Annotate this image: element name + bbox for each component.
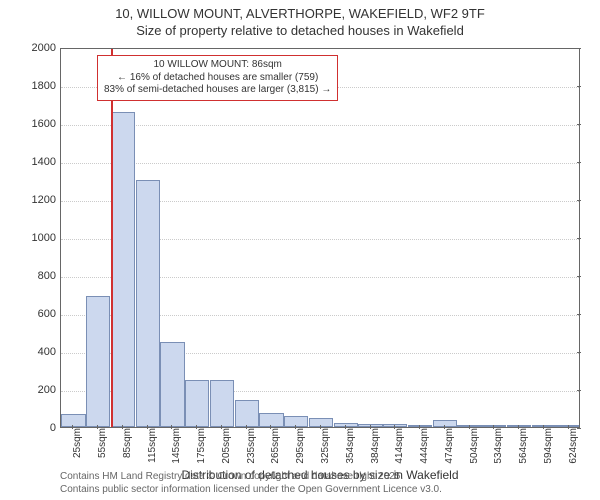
x-tick-label: 474sqm [442, 428, 455, 464]
x-tick-mark [147, 425, 148, 429]
x-tick-mark [518, 425, 519, 429]
x-tick-label: 534sqm [491, 428, 504, 464]
x-tick-label: 175sqm [194, 428, 207, 464]
x-tick-label: 265sqm [268, 428, 281, 464]
x-tick-mark [493, 425, 494, 429]
x-tick-mark [246, 425, 247, 429]
x-tick-mark [72, 425, 73, 429]
y-tick-mark [577, 314, 581, 315]
y-tick-label: 2000 [32, 42, 60, 54]
plot-wrap: Number of detached properties 10 WILLOW … [60, 48, 580, 428]
x-tick-label: 25sqm [70, 428, 83, 458]
credits-block: Contains HM Land Registry data © Crown c… [60, 471, 442, 496]
y-tick-mark [577, 238, 581, 239]
y-tick-mark [577, 390, 581, 391]
y-tick-mark [577, 352, 581, 353]
gridline [61, 163, 579, 164]
x-tick-label: 85sqm [120, 428, 133, 458]
x-tick-mark [469, 425, 470, 429]
y-tick-label: 1400 [32, 156, 60, 168]
y-tick-label: 200 [38, 384, 60, 396]
y-tick-mark [577, 124, 581, 125]
x-tick-label: 235sqm [244, 428, 257, 464]
x-tick-mark [568, 425, 569, 429]
x-tick-mark [394, 425, 395, 429]
histogram-bar [433, 420, 457, 427]
histogram-bar [136, 180, 160, 427]
credits-line1: Contains HM Land Registry data © Crown c… [60, 471, 442, 484]
histogram-bar [532, 425, 556, 427]
x-tick-mark [171, 425, 172, 429]
histogram-bar [334, 423, 358, 427]
x-tick-mark [295, 425, 296, 429]
x-tick-label: 325sqm [318, 428, 331, 464]
y-tick-label: 1600 [32, 118, 60, 130]
y-tick-mark [577, 48, 581, 49]
x-tick-label: 564sqm [516, 428, 529, 464]
plot-area: 10 WILLOW MOUNT: 86sqm ← 16% of detached… [60, 48, 580, 428]
y-tick-label: 1000 [32, 232, 60, 244]
x-tick-mark [320, 425, 321, 429]
x-tick-label: 115sqm [145, 428, 158, 463]
x-tick-mark [345, 425, 346, 429]
x-tick-mark [370, 425, 371, 429]
callout-box: 10 WILLOW MOUNT: 86sqm ← 16% of detached… [97, 55, 338, 101]
callout-line3: 83% of semi-detached houses are larger (… [104, 84, 331, 97]
y-tick-mark [577, 200, 581, 201]
x-tick-mark [97, 425, 98, 429]
y-tick-mark [577, 162, 581, 163]
gridline [61, 125, 579, 126]
y-tick-mark [577, 86, 581, 87]
y-tick-label: 1200 [32, 194, 60, 206]
x-tick-mark [122, 425, 123, 429]
y-tick-label: 800 [38, 270, 60, 282]
histogram-bar [160, 342, 184, 428]
x-tick-mark [221, 425, 222, 429]
x-tick-label: 504sqm [467, 428, 480, 464]
credits-line2: Contains public sector information licen… [60, 484, 442, 497]
x-tick-mark [444, 425, 445, 429]
x-tick-mark [419, 425, 420, 429]
x-tick-mark [543, 425, 544, 429]
histogram-bar [111, 112, 135, 427]
y-tick-label: 1800 [32, 80, 60, 92]
x-tick-mark [196, 425, 197, 429]
histogram-bar [457, 425, 481, 427]
histogram-bar [235, 400, 259, 427]
histogram-bar [210, 380, 234, 427]
y-tick-label: 0 [50, 422, 60, 434]
callout-line2: ← 16% of detached houses are smaller (75… [104, 72, 331, 85]
x-tick-label: 444sqm [417, 428, 430, 464]
x-tick-label: 205sqm [219, 428, 232, 464]
chart-title-block: 10, WILLOW MOUNT, ALVERTHORPE, WAKEFIELD… [0, 0, 600, 40]
x-tick-label: 414sqm [392, 428, 405, 464]
x-tick-label: 55sqm [95, 428, 108, 458]
histogram-bar [86, 296, 110, 427]
x-tick-label: 624sqm [566, 428, 579, 464]
x-tick-label: 594sqm [541, 428, 554, 464]
chart-title-line2: Size of property relative to detached ho… [0, 23, 600, 40]
x-tick-mark [270, 425, 271, 429]
chart-title-line1: 10, WILLOW MOUNT, ALVERTHORPE, WAKEFIELD… [0, 6, 600, 23]
y-tick-label: 400 [38, 346, 60, 358]
y-tick-label: 600 [38, 308, 60, 320]
x-tick-label: 145sqm [169, 428, 182, 464]
x-tick-label: 295sqm [293, 428, 306, 464]
x-tick-label: 384sqm [368, 428, 381, 464]
y-tick-mark [577, 276, 581, 277]
callout-line1: 10 WILLOW MOUNT: 86sqm [104, 59, 331, 72]
marker-line [111, 49, 113, 427]
histogram-bar [185, 380, 209, 428]
x-tick-label: 354sqm [343, 428, 356, 464]
